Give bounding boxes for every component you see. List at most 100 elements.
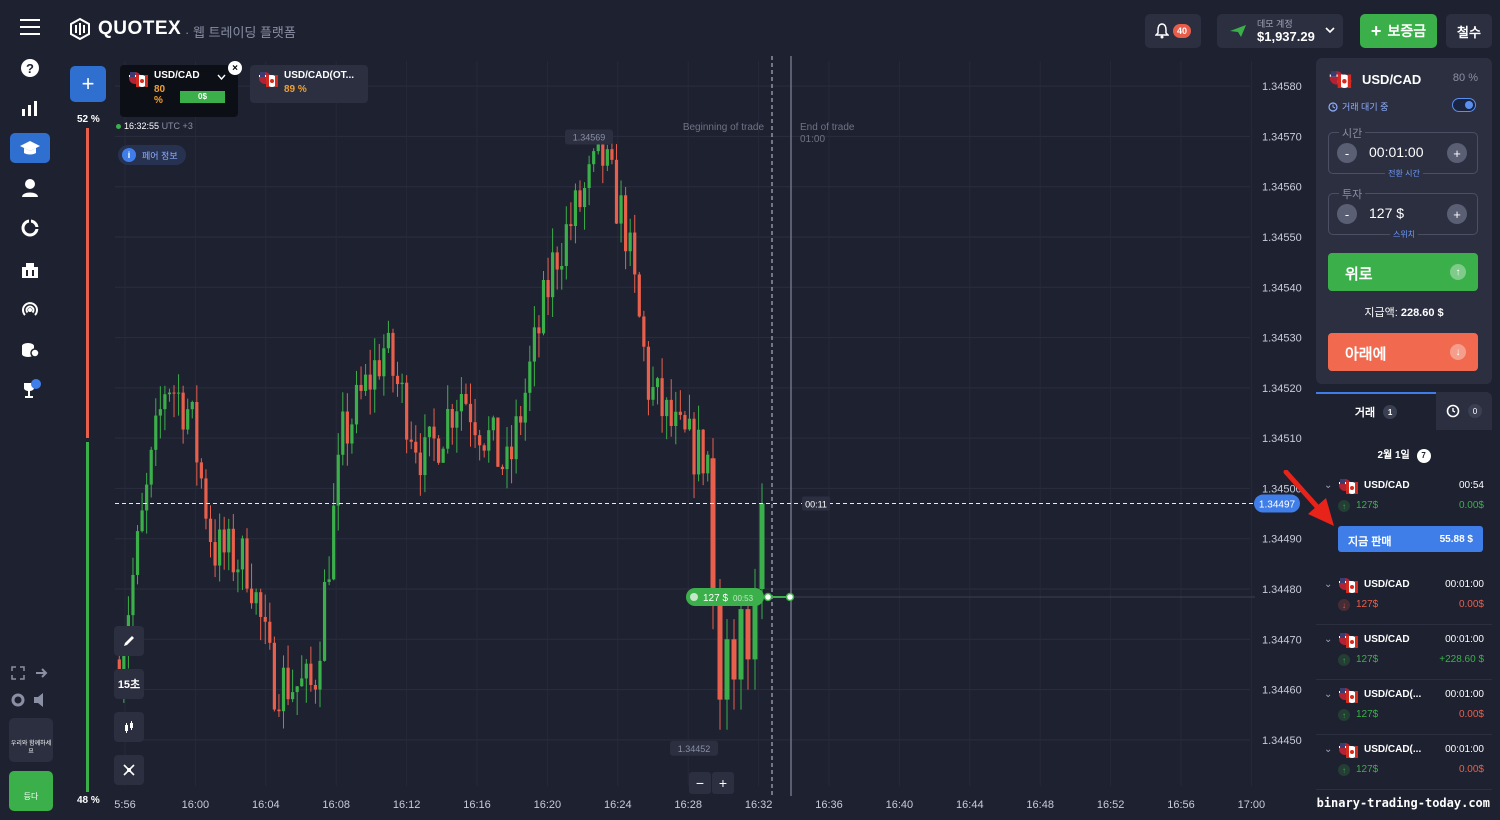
arrow-up-icon: ↑ [1450,264,1466,280]
candle [295,686,299,693]
candle [391,332,395,376]
candle [208,518,213,543]
nav-coins[interactable] [10,335,50,365]
support-button[interactable]: 우리와 함께하세요 [9,718,53,762]
trades-count: 1 [1383,405,1398,419]
time-tick-label: 16:28 [674,799,702,811]
trade-time: 00:01:00 [1445,634,1484,645]
deposit-button[interactable]: + 보증금 [1360,14,1437,48]
bar-chart-icon [22,101,37,116]
candle [637,274,641,317]
timeframe-button[interactable]: 15초 [114,669,144,699]
arrow-up-icon: ↑ [1338,709,1350,721]
up-button[interactable]: 위로 ↑ [1328,253,1478,291]
candle [245,538,249,589]
demo-button[interactable]: 등다 [9,771,53,811]
logo[interactable]: QUOTEX [68,17,181,41]
candle [145,484,149,511]
candle [231,528,235,573]
candle [400,382,404,385]
pencil-icon [124,636,134,646]
candle [414,441,418,453]
price-chart[interactable]: 1.34580 1.34570 1.34560 1.34550 1.34540 1.345… [60,56,1312,820]
time-value[interactable]: 00:01:00 [1369,144,1424,160]
time-tick-label: 16:24 [604,799,632,811]
price-tick-label: 1.34510 [1262,433,1302,445]
trade-result: 0.00$ [1458,599,1484,610]
nav-market[interactable] [10,213,50,243]
indicators-icon [123,764,135,776]
candle [167,392,172,395]
candle [551,252,555,298]
candle [478,435,482,446]
add-asset-button[interactable]: + [70,66,106,102]
candle [432,426,436,439]
asset-tab-usdcad[interactable]: USD/CAD 80% 0$ × [120,61,242,117]
chevron-down-icon[interactable]: ⌄ [1324,579,1333,590]
close-icon[interactable]: × [228,61,242,75]
trade-row[interactable]: ⌄ USD/CAD 00:54 ↑ 127$ 0.00$ [1316,474,1492,526]
time-switch-link[interactable]: 전환 시간 [1329,168,1479,179]
bet-badge[interactable] [686,588,764,606]
tab-history[interactable]: 0 [1436,392,1492,430]
end-of-trade-label: End of trade [800,122,855,133]
zoom-in-button[interactable]: + [712,772,734,794]
asset-tab-usdcad-otc[interactable]: USD/CAD(OT... 89 % [250,65,368,103]
pie-chart-icon [21,219,39,237]
chevron-down-icon[interactable]: ⌄ [1324,480,1333,491]
candle [678,411,682,415]
price-tick-label: 1.34580 [1262,81,1302,93]
withdraw-button[interactable]: 철수 [1446,14,1492,48]
nav-profile[interactable] [10,173,50,203]
chevron-down-icon[interactable]: ⌄ [1324,634,1333,645]
time-field[interactable]: 시간 - 00:01:00 + 전환 시간 [1328,125,1478,178]
candle [277,709,281,712]
subtitle-text: 웹 트레이딩 플랫폼 [192,25,296,40]
quotex-logo-icon [70,17,90,41]
trade-row[interactable]: ⌄ USD/CAD 00:01:00 ↑ 127$ +228.60 $ [1316,628,1492,680]
nav-education[interactable] [10,133,50,163]
candle [532,327,536,362]
nav-tournaments[interactable] [10,255,50,285]
nav-achievements[interactable] [10,375,50,405]
tab-trades[interactable]: 거래 1 [1316,392,1436,430]
time-minus-button[interactable]: - [1337,143,1357,163]
indicators-button[interactable] [114,755,144,785]
zoom-out-button[interactable]: − [689,772,711,794]
candle [254,592,258,604]
trade-row[interactable]: ⌄ USD/CAD(... 00:01:00 ↑ 127$ 0.00$ [1316,683,1492,735]
invest-field[interactable]: 투자 - 127 $ + 스위치 [1328,186,1478,239]
trade-time: 00:54 [1458,480,1484,491]
panel-asset[interactable]: USD/CAD [1328,70,1421,88]
candle [660,378,664,417]
invest-switch-link[interactable]: 스위치 [1329,229,1479,240]
candle [473,422,477,436]
chevron-down-icon[interactable]: ⌄ [1324,744,1333,755]
trade-row[interactable]: ⌄ USD/CAD 00:01:00 ↓ 127$ 0.00$ [1316,573,1492,625]
nav-analytics[interactable] [10,93,50,123]
time-plus-button[interactable]: + [1447,143,1467,163]
menu-button[interactable] [14,14,46,40]
nav-help[interactable]: ? [10,53,50,83]
sell-now-button[interactable]: 지금 판매 55.88 $ [1338,526,1483,552]
trade-amount: 127$ [1356,709,1379,720]
info-icon: i [122,148,136,162]
draw-tool-button[interactable] [114,626,144,656]
account-selector[interactable]: 데모 계정 $1,937.29 [1217,14,1343,48]
plus-icon: + [1370,21,1382,41]
chevron-down-icon[interactable]: ⌄ [1324,689,1333,700]
pair-info-button[interactable]: i 페어 정보 [118,145,186,165]
pending-trade-toggle[interactable] [1452,98,1476,112]
trade-row[interactable]: ⌄ USD/CAD(... 00:01:00 ↑ 127$ 0.00$ [1316,738,1492,790]
candle [560,265,564,270]
notifications-button[interactable]: 40 [1145,14,1201,48]
candle [633,232,637,275]
invest-value[interactable]: 127 $ [1369,205,1405,221]
trade-time: 00:01:00 [1445,744,1484,755]
nav-signals[interactable] [10,295,50,325]
chart-type-button[interactable] [114,712,144,742]
invest-plus-button[interactable]: + [1447,204,1467,224]
invest-minus-button[interactable]: - [1337,204,1357,224]
down-button[interactable]: 아래에 ↓ [1328,333,1478,371]
current-price-badge [1254,494,1300,513]
